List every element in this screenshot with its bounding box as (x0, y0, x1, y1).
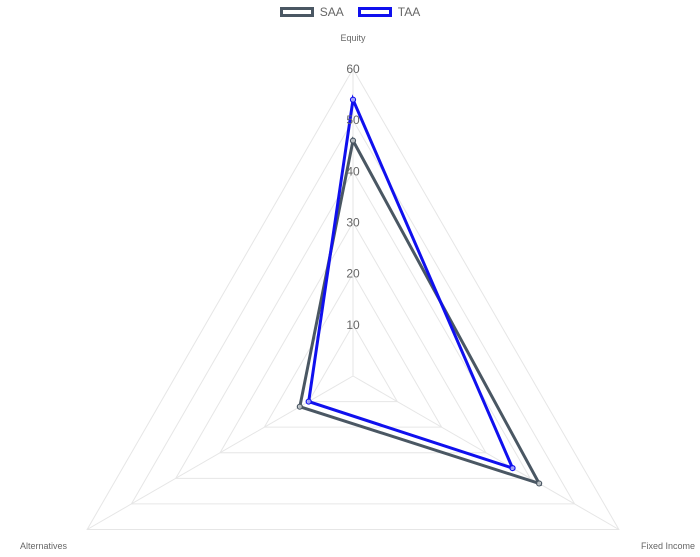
axis-label-fixed-income: Fixed Income (641, 541, 695, 551)
axis-label-alternatives: Alternatives (20, 541, 68, 551)
point-saa-1 (536, 480, 543, 487)
point-saa-0 (349, 137, 357, 144)
tick-label-50: 50 (346, 113, 360, 127)
legend-item-saa[interactable]: SAA (279, 5, 344, 19)
tick-label-60: 60 (346, 62, 360, 76)
grid-ring-50 (130, 119, 576, 505)
spoke-1 (352, 375, 620, 530)
grid-ring-60 (86, 68, 620, 530)
legend-item-taa[interactable]: TAA (357, 5, 421, 19)
grid-ring-30 (219, 221, 487, 454)
legend-swatch-saa (279, 7, 314, 17)
tick-label-30: 30 (346, 216, 360, 230)
point-taa-2 (305, 398, 312, 405)
tick-label-20: 20 (346, 267, 360, 281)
chart-legend: SAA TAA (0, 5, 700, 19)
tick-label-10: 10 (346, 318, 360, 332)
series-taa-line (307, 94, 516, 471)
tick-label-40: 40 (346, 164, 360, 178)
axis-label-equity: Equity (340, 33, 366, 43)
grid-ring-10 (307, 323, 399, 403)
legend-label-taa: TAA (397, 5, 421, 19)
grid-ring-40 (174, 170, 532, 479)
point-taa-1 (509, 465, 516, 472)
legend-label-saa: SAA (319, 5, 344, 19)
point-taa-0 (349, 96, 357, 103)
grid-ring-20 (263, 272, 443, 428)
legend-swatch-taa (357, 7, 392, 17)
point-saa-2 (296, 403, 303, 410)
